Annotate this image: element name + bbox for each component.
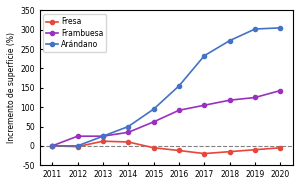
- Fresa: [101, 140, 105, 142]
- Frambuesa: [127, 131, 130, 133]
- Fresa: [177, 149, 181, 152]
- Fresa: [228, 150, 232, 153]
- Fresa: [279, 147, 282, 149]
- Arándano: [279, 27, 282, 29]
- Fresa: [76, 145, 80, 148]
- Line: Fresa: Fresa: [50, 139, 283, 156]
- Fresa: [152, 147, 155, 149]
- Arándano: [152, 108, 155, 110]
- Fresa: [50, 145, 54, 147]
- Arándano: [50, 145, 54, 147]
- Arándano: [253, 28, 257, 30]
- Frambuesa: [279, 89, 282, 92]
- Arándano: [101, 135, 105, 137]
- Y-axis label: Incremento de superficie (%): Incremento de superficie (%): [7, 32, 16, 143]
- Frambuesa: [50, 145, 54, 147]
- Arándano: [76, 145, 80, 147]
- Fresa: [202, 153, 206, 155]
- Frambuesa: [228, 99, 232, 101]
- Fresa: [253, 149, 257, 151]
- Frambuesa: [202, 104, 206, 106]
- Arándano: [127, 125, 130, 128]
- Fresa: [127, 141, 130, 143]
- Frambuesa: [76, 135, 80, 137]
- Frambuesa: [253, 96, 257, 99]
- Line: Frambuesa: Frambuesa: [50, 89, 283, 148]
- Arándano: [177, 85, 181, 87]
- Frambuesa: [152, 121, 155, 123]
- Frambuesa: [177, 109, 181, 111]
- Legend: Fresa, Frambuesa, Arándano: Fresa, Frambuesa, Arándano: [44, 14, 106, 52]
- Arándano: [202, 55, 206, 57]
- Arándano: [228, 39, 232, 42]
- Frambuesa: [101, 135, 105, 137]
- Line: Arándano: Arándano: [50, 26, 283, 148]
